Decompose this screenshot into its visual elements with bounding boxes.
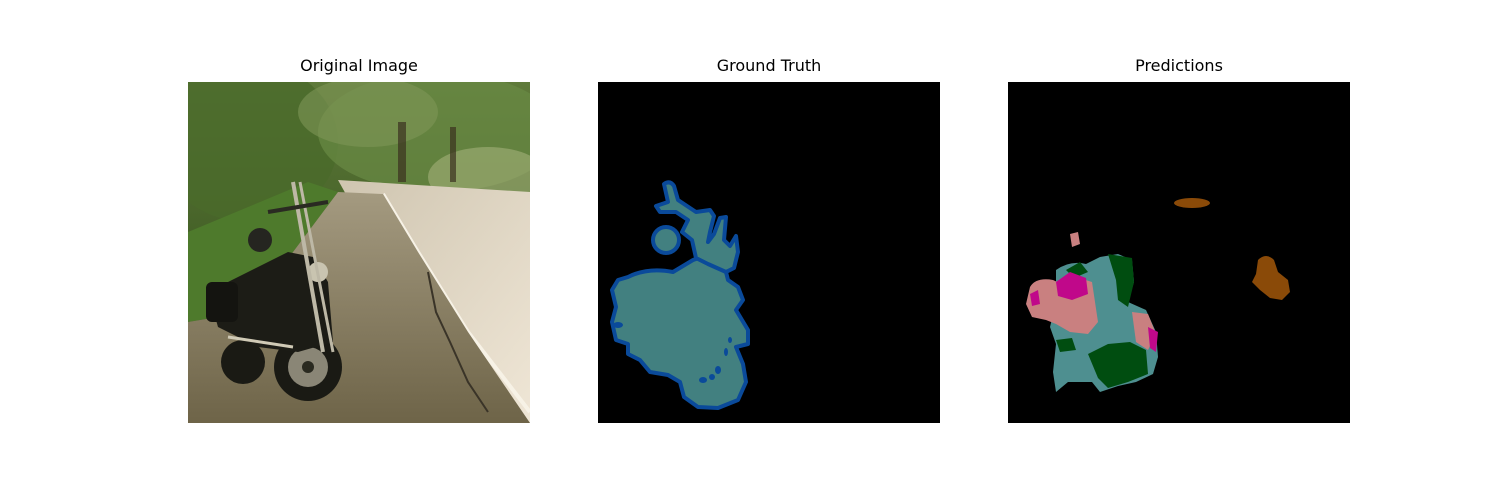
pred-brown-right (1252, 256, 1290, 300)
original-image-title: Original Image (300, 56, 418, 75)
pred-magenta-region-right (1148, 327, 1158, 352)
gt-motorcycle-mask (610, 180, 750, 410)
gravel-shoulder (188, 192, 530, 423)
pred-brown-top (1174, 198, 1210, 208)
ground-truth-mask (598, 82, 940, 423)
motorcycle (206, 181, 342, 401)
pred-green-region-top (1108, 254, 1134, 307)
pred-green-region-bottom (1088, 342, 1148, 388)
road-crack (427, 271, 489, 413)
pred-magenta-speck (1030, 290, 1040, 306)
predictions-svg (1008, 82, 1350, 423)
pred-green-region-left (1056, 338, 1076, 352)
gt-inner-details (613, 322, 732, 383)
predictions-mask (1008, 82, 1350, 423)
original-photo-svg (188, 82, 530, 423)
ground-truth-title: Ground Truth (716, 56, 822, 75)
original-image (188, 82, 530, 423)
ground-truth-svg (598, 82, 940, 423)
predictions-title: Predictions (1135, 56, 1223, 75)
pred-magenta-region (1056, 272, 1088, 300)
pred-pink-speck (1070, 232, 1080, 247)
